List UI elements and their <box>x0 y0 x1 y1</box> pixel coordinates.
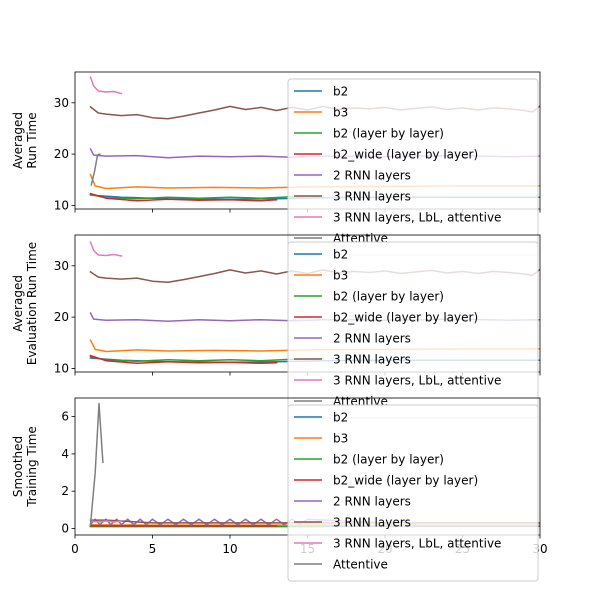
legend-label: b3 <box>333 432 348 446</box>
legend-label: b2_wide (layer by layer) <box>333 474 478 488</box>
x-tick-label: 10 <box>222 542 237 556</box>
legend-label: 2 RNN layers <box>333 495 411 509</box>
series-line-7 <box>89 520 123 523</box>
legend-label: 2 RNN layers <box>333 169 411 183</box>
legend-label: 3 RNN layers, LbL, attentive <box>333 211 501 225</box>
y-tick-label: 0 <box>61 521 69 535</box>
y-tick-label: 6 <box>61 410 69 424</box>
legend-label: Attentive <box>333 558 388 572</box>
series-line-4 <box>89 192 278 202</box>
subplot-3: 0246051015202530SmoothedTraining Timeb2b… <box>11 397 548 582</box>
legend-label: b2 <box>333 85 348 99</box>
legend-label: b3 <box>333 106 348 120</box>
legend-label: b2 (layer by layer) <box>333 290 444 304</box>
y-tick-label: 10 <box>54 361 69 375</box>
legend-label: b2 <box>333 411 348 425</box>
y-tick-label: 10 <box>54 198 69 212</box>
legend-label: 3 RNN layers <box>333 190 411 204</box>
y-tick-label: 20 <box>54 147 69 161</box>
legend-label: b2 (layer by layer) <box>333 127 444 141</box>
y-axis-label: AveragedEvaluation Run Time <box>11 242 39 365</box>
y-axis-label-line: Evaluation Run Time <box>25 242 39 365</box>
series-line-7 <box>89 76 123 95</box>
y-tick-label: 20 <box>54 310 69 324</box>
x-tick-label: 0 <box>71 542 79 556</box>
y-axis-label-line: Averaged <box>11 112 25 169</box>
x-tick-label: 5 <box>149 542 157 556</box>
subplot-1: 10 20 30 AveragedRun Time b2 b3 b2 (layer by l… <box>11 71 541 256</box>
series-line-7 <box>89 241 123 257</box>
legend-box <box>287 78 539 256</box>
legend-box <box>287 241 539 419</box>
series-line-8 <box>90 153 101 186</box>
series-line-4 <box>89 354 278 365</box>
y-axis-label-line: Averaged <box>11 275 25 332</box>
legend-label: 3 RNN layers, LbL, attentive <box>333 537 501 551</box>
y-axis-label-line: Training Time <box>25 426 39 508</box>
y-tick-label: 2 <box>61 484 69 498</box>
legend-label: 3 RNN layers, LbL, attentive <box>333 374 501 388</box>
y-axis-label: AveragedRun Time <box>11 112 39 169</box>
legend-label: 3 RNN layers <box>333 516 411 530</box>
legend-label: 3 RNN layers <box>333 353 411 367</box>
y-axis-label-line: Smoothed <box>11 436 25 497</box>
y-axis-label: SmoothedTraining Time <box>11 426 39 508</box>
legend-label: b2_wide (layer by layer) <box>333 311 478 325</box>
legend: b2 b3 b2 (layer by layer) b2_wide (layer by… <box>287 78 539 256</box>
legend-label: b2_wide (layer by layer) <box>333 148 478 162</box>
legend: b2 b3 b2 (layer by layer) b2_wide (layer by… <box>287 241 539 419</box>
legend-label: b2 (layer by layer) <box>333 453 444 467</box>
legend-label: b2 <box>333 248 348 262</box>
y-tick-label: 30 <box>54 96 69 110</box>
series-line-3 <box>89 193 324 200</box>
subplot-2: 10 20 30 AveragedEvaluation Run Time b2 b3 b2 … <box>11 234 541 419</box>
y-axis-label-line: Run Time <box>25 112 39 168</box>
legend-label: 2 RNN layers <box>333 332 411 346</box>
legend-label: b3 <box>333 269 348 283</box>
y-tick-label: 30 <box>54 259 69 273</box>
series-line-3 <box>89 355 324 362</box>
legend-box <box>287 404 539 582</box>
y-tick-label: 4 <box>61 447 69 461</box>
legend: b2 b3 b2 (layer by layer) b2_wide (layer by… <box>287 404 539 582</box>
series-line-8 <box>89 402 104 526</box>
